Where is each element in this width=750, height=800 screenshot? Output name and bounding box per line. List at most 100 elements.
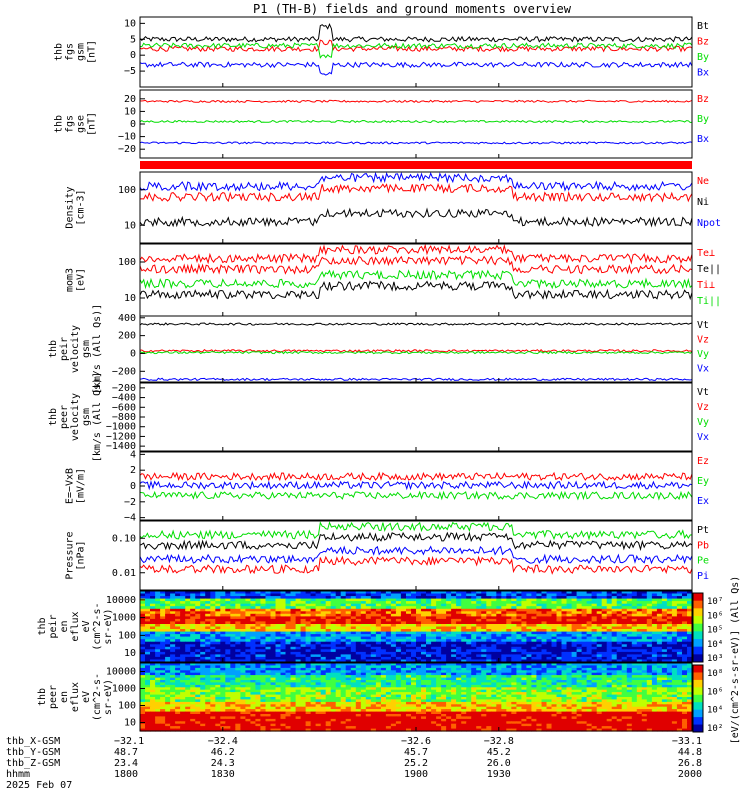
heatmap-cell bbox=[571, 684, 578, 688]
heatmap-cell bbox=[621, 634, 628, 638]
heatmap-cell bbox=[671, 654, 678, 658]
heatmap-cell bbox=[220, 621, 226, 625]
heatmap-cell bbox=[290, 608, 297, 612]
heatmap-cell bbox=[320, 634, 327, 638]
heatmap-cell bbox=[185, 596, 191, 600]
heatmap-cell bbox=[416, 692, 422, 696]
heatmap-cell bbox=[636, 634, 643, 638]
heatmap-cell bbox=[175, 636, 181, 640]
heatmap-cell bbox=[456, 598, 462, 602]
heatmap-cell bbox=[481, 656, 487, 660]
heatmap-cell bbox=[345, 639, 352, 643]
heatmap-cell bbox=[411, 629, 417, 633]
heatmap-cell bbox=[390, 649, 397, 653]
heatmap-cell bbox=[521, 684, 527, 688]
heatmap-cell bbox=[350, 687, 357, 691]
heatmap-cell bbox=[320, 682, 327, 686]
heatmap-cell bbox=[636, 603, 643, 607]
heatmap-cell bbox=[551, 624, 558, 628]
heatmap-cell bbox=[255, 641, 261, 645]
heatmap-cell bbox=[390, 631, 397, 635]
heatmap-cell bbox=[305, 659, 312, 663]
heatmap-cell bbox=[471, 663, 477, 666]
heatmap-cell bbox=[501, 598, 507, 602]
heatmap-cell bbox=[606, 654, 613, 658]
heatmap-cell bbox=[496, 631, 502, 635]
heatmap-cell bbox=[360, 598, 367, 602]
heatmap-cell bbox=[436, 644, 442, 648]
heatmap-cell bbox=[215, 651, 221, 655]
heatmap-cell bbox=[275, 649, 282, 653]
heatmap-cell bbox=[566, 611, 573, 615]
heatmap-cell bbox=[531, 684, 537, 688]
heatmap-cell bbox=[320, 667, 327, 671]
heatmap-cell bbox=[561, 616, 568, 620]
heatmap-cell bbox=[521, 646, 527, 650]
heatmap-cell bbox=[491, 687, 497, 691]
heatmap-cell bbox=[170, 682, 176, 686]
heatmap-cell bbox=[355, 641, 362, 645]
heatmap-cell bbox=[400, 598, 407, 602]
heatmap-cell bbox=[496, 601, 502, 605]
heatmap-cell bbox=[431, 608, 437, 612]
heatmap-cell bbox=[375, 603, 382, 607]
heatmap-cell bbox=[275, 598, 282, 602]
heatmap-cell bbox=[621, 697, 628, 700]
heatmap-cell bbox=[360, 641, 367, 645]
heatmap-cell bbox=[180, 697, 186, 700]
heatmap-cell bbox=[240, 646, 246, 650]
heatmap-cell bbox=[501, 697, 507, 700]
heatmap-cell bbox=[556, 692, 563, 696]
heatmap-cell bbox=[561, 613, 568, 617]
heatmap-cell bbox=[631, 644, 638, 648]
heatmap-cell bbox=[506, 687, 512, 691]
heatmap-cell bbox=[220, 603, 226, 607]
heatmap-cell bbox=[561, 651, 568, 655]
heatmap-cell bbox=[576, 634, 583, 638]
heatmap-cell bbox=[270, 687, 277, 691]
heatmap-cell bbox=[556, 618, 563, 622]
heatmap-cell bbox=[395, 611, 402, 615]
heatmap-cell bbox=[145, 680, 151, 683]
heatmap-cell bbox=[235, 601, 241, 605]
heatmap-cell bbox=[682, 629, 688, 633]
heatmap-cell bbox=[140, 608, 146, 612]
heatmap-cell bbox=[305, 684, 312, 688]
heatmap-cell bbox=[185, 651, 191, 655]
heatmap-cell bbox=[160, 656, 166, 660]
heatmap-cell bbox=[606, 598, 613, 602]
y-axis-label: mom3 bbox=[65, 268, 76, 292]
heatmap-cell bbox=[586, 606, 593, 610]
heatmap-cell bbox=[576, 670, 583, 674]
heatmap-cell bbox=[345, 680, 352, 683]
heatmap-cell bbox=[491, 665, 497, 669]
heatmap-cell bbox=[385, 601, 392, 605]
heatmap-cell bbox=[586, 682, 593, 686]
heatmap-cell bbox=[571, 651, 578, 655]
y-axis-label: [km/s (All Qs)] bbox=[92, 304, 103, 394]
heatmap-cell bbox=[481, 692, 487, 696]
heatmap-cell bbox=[345, 629, 352, 633]
heatmap-cell bbox=[375, 675, 382, 679]
heatmap-cell bbox=[330, 677, 337, 681]
heatmap-cell bbox=[641, 675, 648, 679]
heatmap-cell bbox=[601, 634, 608, 638]
heatmap-cell bbox=[270, 598, 277, 602]
heatmap-cell bbox=[285, 663, 292, 666]
heatmap-cell bbox=[556, 601, 563, 605]
heatmap-cell bbox=[295, 659, 302, 663]
heatmap-cell bbox=[486, 675, 492, 679]
heatmap-cell bbox=[431, 689, 437, 693]
heatmap-cell bbox=[165, 611, 171, 615]
heatmap-cell bbox=[531, 697, 537, 700]
heatmap-cell bbox=[536, 641, 542, 645]
heatmap-cell bbox=[671, 624, 678, 628]
heatmap-cell bbox=[390, 694, 397, 698]
heatmap-cell bbox=[511, 697, 517, 700]
heatmap-cell bbox=[170, 651, 176, 655]
heatmap-cell bbox=[195, 629, 201, 633]
heatmap-cell bbox=[170, 649, 176, 653]
heatmap-cell bbox=[456, 616, 462, 620]
heatmap-cell bbox=[591, 684, 598, 688]
